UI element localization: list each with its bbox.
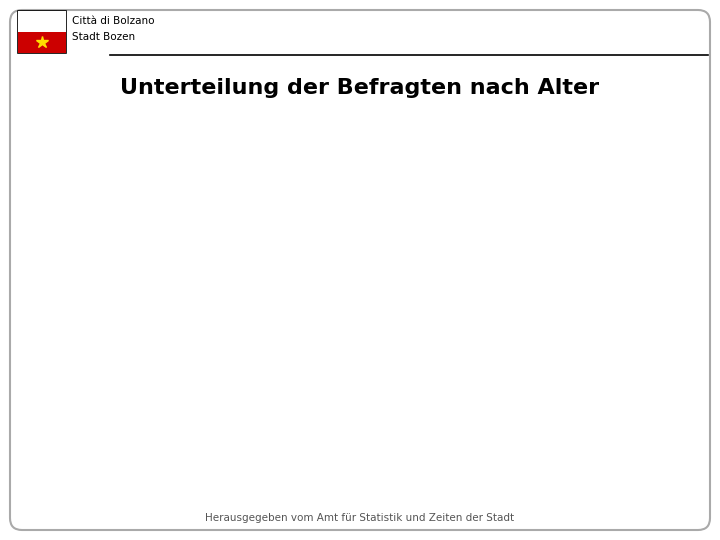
- Polygon shape: [145, 221, 360, 312]
- Text: 16%: 16%: [36, 273, 66, 286]
- Text: keine Antwort: keine Antwort: [370, 113, 463, 126]
- Ellipse shape: [145, 237, 575, 449]
- Text: 6%: 6%: [215, 170, 235, 183]
- Text: Stadt Bozen: Stadt Bozen: [72, 32, 135, 42]
- Text: Città di Bolzano: Città di Bolzano: [72, 16, 155, 26]
- Polygon shape: [360, 205, 575, 369]
- Text: 3%: 3%: [406, 148, 427, 161]
- Polygon shape: [360, 312, 541, 418]
- Polygon shape: [145, 312, 360, 343]
- Polygon shape: [360, 312, 541, 400]
- Text: 25%: 25%: [111, 423, 140, 436]
- Polygon shape: [145, 312, 360, 418]
- Text: 35-44: 35-44: [609, 374, 647, 387]
- Polygon shape: [541, 312, 575, 400]
- Bar: [18, 32, 66, 53]
- Text: 65 und älter: 65 und älter: [154, 135, 235, 148]
- FancyBboxPatch shape: [10, 10, 710, 530]
- Polygon shape: [320, 205, 360, 312]
- Text: 45-54: 45-54: [111, 389, 150, 402]
- Text: 34%: 34%: [649, 218, 679, 231]
- Polygon shape: [360, 369, 541, 449]
- Text: 17-34: 17-34: [649, 183, 688, 196]
- Polygon shape: [145, 312, 360, 343]
- Polygon shape: [145, 312, 360, 449]
- Text: 55-64: 55-64: [27, 238, 66, 251]
- FancyBboxPatch shape: [18, 11, 66, 53]
- Text: 16%: 16%: [609, 409, 639, 422]
- Bar: [18, 11, 66, 32]
- Text: Herausgegeben vom Amt für Statistik und Zeiten der Stadt: Herausgegeben vom Amt für Statistik und …: [205, 513, 515, 523]
- Polygon shape: [245, 207, 360, 312]
- Polygon shape: [360, 312, 541, 400]
- Text: Unterteilung der Befragten nach Alter: Unterteilung der Befragten nach Alter: [120, 78, 600, 98]
